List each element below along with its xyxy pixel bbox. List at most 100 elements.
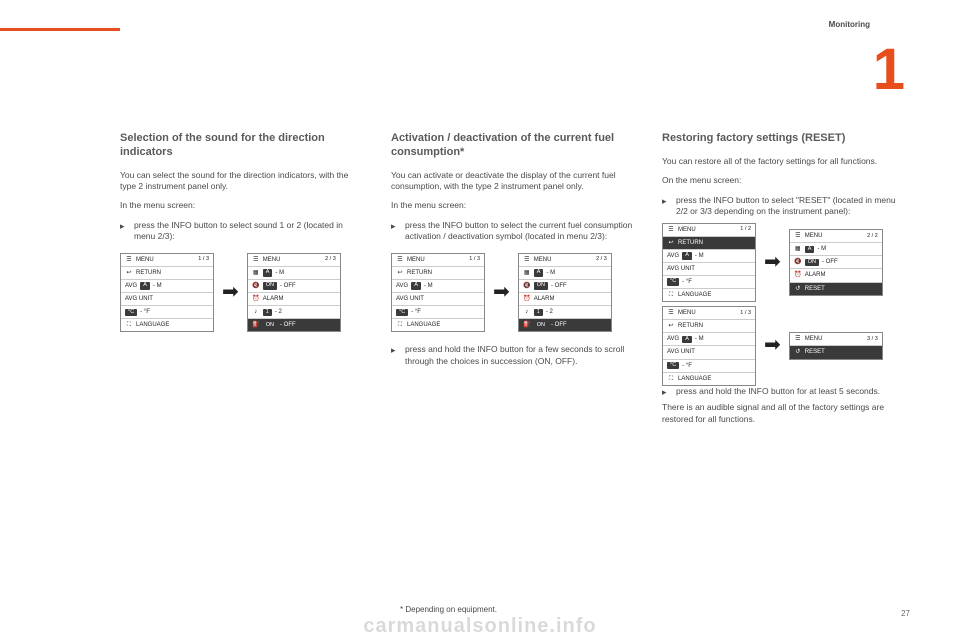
panel-row: AVGA- M [121, 280, 213, 293]
panel-row: ↩RETURN [663, 320, 755, 333]
row-icon: ⛶ [667, 291, 675, 299]
arrow-icon: ➡ [493, 279, 510, 306]
panel-row: ☰MENU 3 / 3 [790, 333, 882, 346]
row-icon: ♪ [252, 308, 260, 316]
row-pill: A [263, 269, 273, 276]
arrow-icon: ➡ [222, 279, 239, 306]
panel-menu-1-3-b: ☰MENU1 / 3↩RETURNAVGA- MAVG UNIT°C- °F⛶L… [391, 253, 485, 333]
row-text: AVG [667, 335, 679, 343]
col3-outro: There is an audible signal and all of th… [662, 402, 905, 425]
panel-row: °C- °F [663, 360, 755, 373]
panel-row: ☰MENU2 / 2 [790, 230, 882, 243]
row-text: LANGUAGE [407, 321, 440, 329]
panel-row: 🔇ON- OFF [248, 280, 340, 293]
row-pill: A [140, 282, 150, 289]
row-page: 2 / 2 [867, 233, 878, 240]
row-icon: ☰ [667, 309, 675, 317]
accent-bar [0, 28, 120, 31]
row-tail: - °F [411, 308, 421, 316]
panel-row: AVGA- M [663, 333, 755, 346]
row-text: AVG [667, 252, 679, 260]
row-text: LANGUAGE [136, 321, 169, 329]
row-tail: - °F [682, 362, 692, 370]
row-icon: ☰ [794, 335, 802, 343]
panel-row: ⏰ALARM [790, 269, 882, 282]
row-page: 3 / 3 [867, 336, 878, 343]
footnote: * Depending on equipment. [400, 605, 497, 614]
panel-row: ⛶LANGUAGE [663, 373, 755, 385]
col2-lead: In the menu screen: [391, 200, 634, 211]
panel-row: ▦A- M [519, 267, 611, 280]
row-page: 2 / 3 [596, 256, 607, 263]
row-tail: - 2 [275, 308, 282, 316]
section-label: Monitoring [829, 20, 870, 29]
col2-title: Activation / deactivation of the current… [391, 132, 634, 160]
row-icon: ⏰ [523, 295, 531, 303]
watermark: carmanualsonline.info [363, 615, 596, 638]
row-text: AVG UNIT [396, 295, 424, 303]
panel-row: ☰MENU 1 / 3 [121, 254, 213, 267]
row-tail: - °F [682, 278, 692, 286]
row-pill: ON [263, 322, 277, 329]
col3-post: press and hold the INFO button for at le… [662, 386, 905, 397]
row-icon: ↩ [396, 269, 404, 277]
panel-row: AVG UNIT [663, 346, 755, 359]
row-icon: ⛶ [396, 321, 404, 329]
row-text: MENU [805, 335, 823, 343]
row-pill: 1 [263, 309, 272, 316]
content-area: Selection of the sound for the direction… [120, 132, 905, 433]
panel-menu-1-2: ☰MENU1 / 2↩RETURNAVGA- MAVG UNIT°C- °F⛶L… [662, 223, 756, 303]
panel-row: 🔇ON- OFF [519, 280, 611, 293]
panel-row: ♪1- 2 [248, 306, 340, 319]
row-text: ALARM [534, 295, 555, 303]
panel-row: 🔇ON- OFF [790, 256, 882, 269]
row-icon: ☰ [794, 232, 802, 240]
panel-row: ☰MENU2 / 3 [248, 254, 340, 267]
row-tail: - M [817, 245, 826, 253]
row-text: RESET [805, 348, 825, 356]
row-page: 1 / 2 [740, 226, 751, 233]
row-icon: ⛽ [523, 321, 531, 329]
row-icon: ☰ [125, 256, 133, 264]
row-icon: ↩ [125, 269, 133, 277]
panel-row: ↩RETURN [121, 267, 213, 280]
panel-menu-1-3-c: ☰MENU1 / 3↩RETURNAVGA- MAVG UNIT°C- °F⛶L… [662, 306, 756, 386]
column-fuel-consumption: Activation / deactivation of the current… [391, 132, 634, 433]
row-tail: - 2 [546, 308, 553, 316]
panel-row: ♪1- 2 [519, 306, 611, 319]
panel-row: AVG UNIT [663, 263, 755, 276]
row-tail: - OFF [280, 321, 296, 329]
row-icon: ⛶ [125, 321, 133, 329]
col2-post: press and hold the INFO button for a few… [391, 344, 634, 367]
col3-step: press the INFO button to select "RESET" … [662, 195, 905, 218]
row-icon: ♪ [523, 308, 531, 316]
col1-step: press the INFO button to select sound 1 … [120, 220, 363, 243]
panel-row: AVGA- M [663, 250, 755, 263]
panel-row: ↩RETURN [392, 267, 484, 280]
panel-row: ↺RESET [790, 346, 882, 358]
row-tail: - M [546, 269, 555, 277]
row-text: MENU [263, 256, 281, 264]
row-page: 1 / 3 [198, 256, 209, 263]
panel-menu-2-2: ☰MENU2 / 2▦A- M🔇ON- OFF⏰ALARM↺RESET [789, 229, 883, 295]
row-pill: ON [263, 282, 277, 289]
panel-row: ⛽ON- OFF [248, 319, 340, 331]
panel-row: AVG UNIT [392, 293, 484, 306]
row-text: MENU [678, 226, 696, 234]
row-pill: °C [667, 278, 679, 285]
panel-row: ▦A- M [790, 243, 882, 256]
panel-row: ⛽ON- OFF [519, 319, 611, 331]
row-text: ALARM [805, 271, 826, 279]
row-tail: - M [695, 335, 704, 343]
row-icon: ⏰ [794, 272, 802, 280]
row-icon: ☰ [396, 256, 404, 264]
panel-row: ↩RETURN [663, 237, 755, 250]
row-icon: ▦ [523, 269, 531, 277]
col2-intro: You can activate or deactivate the displ… [391, 170, 634, 193]
panel-row: ⛶LANGUAGE [121, 319, 213, 331]
row-text: MENU [136, 256, 154, 264]
panel-row: AVG UNIT [121, 293, 213, 306]
row-text: LANGUAGE [678, 375, 711, 383]
row-text: RETURN [678, 239, 703, 247]
panel-row: °C- °F [121, 306, 213, 319]
